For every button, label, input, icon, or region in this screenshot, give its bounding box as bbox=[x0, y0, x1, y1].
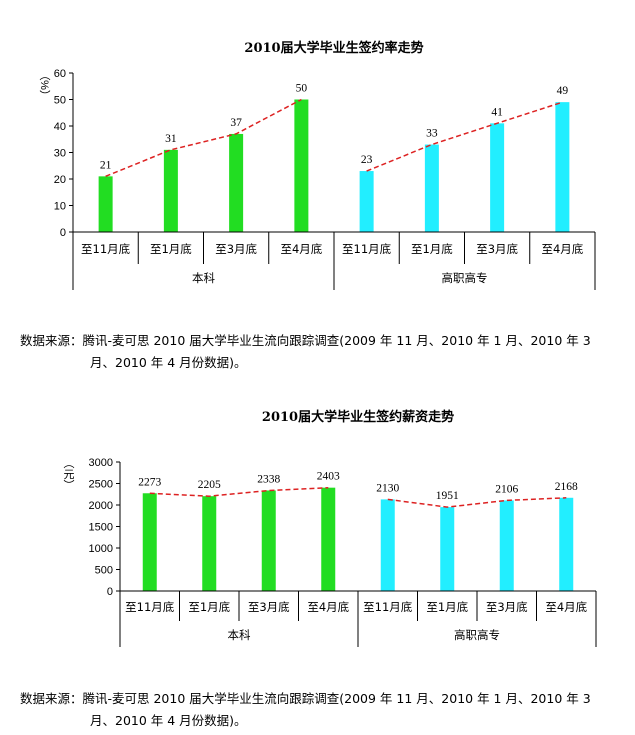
data-label: 2106 bbox=[495, 483, 518, 495]
note-1-line-1: 数据来源：腾讯-麦可思 2010 届大学毕业生流向跟踪调查(2009 年 11 … bbox=[20, 333, 591, 348]
y-tick-label: 0 bbox=[107, 586, 113, 598]
signing-rate-chart: 2010届大学毕业生签约率走势 （%） 0 10 20 30 40 50 60 21 31 37 50 2… bbox=[38, 40, 596, 290]
data-label: 41 bbox=[491, 106, 503, 118]
x-category-label: 至4月底 bbox=[280, 242, 322, 256]
group-label: 高职高专 bbox=[442, 271, 488, 285]
x-category-label: 至4月底 bbox=[541, 242, 583, 256]
data-label: 31 bbox=[165, 133, 177, 145]
x-category-label: 至4月底 bbox=[545, 600, 587, 614]
data-label: 23 bbox=[361, 154, 373, 166]
bar bbox=[98, 176, 113, 232]
bar bbox=[555, 102, 570, 233]
y-axis-unit-label: （%） bbox=[38, 69, 51, 101]
x-category-label: 至3月底 bbox=[215, 242, 257, 256]
data-source-note-1: 数据来源：腾讯-麦可思 2010 届大学毕业生流向跟踪调查(2009 年 11 … bbox=[20, 330, 620, 374]
y-tick-label: 1500 bbox=[89, 522, 113, 534]
data-label: 2168 bbox=[555, 481, 578, 493]
y-tick-label: 10 bbox=[54, 201, 66, 213]
y-tick-label: 60 bbox=[54, 68, 66, 80]
y-tick-label: 30 bbox=[54, 148, 66, 160]
bar bbox=[490, 123, 505, 232]
bar bbox=[359, 171, 374, 232]
bar bbox=[440, 507, 455, 591]
data-source-note-2: 数据来源：腾讯-麦可思 2010 届大学毕业生流向跟踪调查(2009 年 11 … bbox=[20, 688, 620, 732]
y-tick-label: 500 bbox=[95, 565, 113, 577]
data-label: 2205 bbox=[198, 479, 221, 491]
x-category-label: 至3月底 bbox=[486, 600, 528, 614]
bar bbox=[559, 497, 574, 591]
x-category-label: 至4月底 bbox=[307, 600, 349, 614]
bar bbox=[424, 144, 439, 232]
note-2-line-1: 数据来源：腾讯-麦可思 2010 届大学毕业生流向跟踪调查(2009 年 11 … bbox=[20, 691, 591, 706]
data-label: 2273 bbox=[138, 476, 161, 488]
bar bbox=[321, 487, 336, 591]
y-tick-label: 2000 bbox=[89, 500, 113, 512]
note-1-line-2: 月、2010 年 4 月份数据)。 bbox=[90, 355, 247, 370]
trend-line-2 bbox=[387, 497, 567, 508]
note-2-line-2: 月、2010 年 4 月份数据)。 bbox=[90, 713, 247, 728]
y-tick-label: 3000 bbox=[89, 457, 113, 469]
bar bbox=[261, 490, 276, 591]
data-label: 21 bbox=[100, 159, 112, 171]
y-tick-label: 40 bbox=[54, 121, 66, 133]
data-label: 37 bbox=[230, 117, 242, 129]
y-tick-label: 1000 bbox=[89, 543, 113, 555]
trend-line-1 bbox=[105, 98, 302, 177]
data-label: 49 bbox=[557, 85, 569, 97]
bar bbox=[142, 493, 157, 591]
data-label: 2338 bbox=[257, 473, 280, 485]
x-category-label: 至3月底 bbox=[248, 600, 290, 614]
y-tick-label: 0 bbox=[60, 227, 66, 239]
y-tick-label: 50 bbox=[54, 95, 66, 107]
bar bbox=[202, 496, 217, 591]
bar bbox=[499, 500, 514, 591]
x-category-label: 至1月底 bbox=[411, 242, 453, 256]
data-label: 1951 bbox=[436, 490, 459, 502]
x-category-label: 至1月底 bbox=[150, 242, 192, 256]
y-axis-unit-label: （元） bbox=[62, 458, 75, 491]
bar bbox=[294, 99, 309, 232]
data-label: 50 bbox=[296, 83, 308, 95]
data-label: 2130 bbox=[376, 482, 399, 494]
group-label: 本科 bbox=[228, 628, 251, 642]
bar bbox=[380, 499, 395, 591]
y-tick-label: 2500 bbox=[89, 479, 113, 491]
x-category-label: 至1月底 bbox=[188, 600, 230, 614]
x-category-label: 至11月底 bbox=[81, 242, 131, 256]
x-category-label: 至1月底 bbox=[426, 600, 468, 614]
trend-line-1 bbox=[149, 486, 329, 497]
signing-salary-chart: 2010届大学毕业生签约薪资走势 （元） 0 500 1000 1500 2000 2500 3… bbox=[62, 409, 597, 647]
x-category-label: 至11月底 bbox=[342, 242, 392, 256]
trend-line-2 bbox=[366, 101, 563, 172]
group-label: 高职高专 bbox=[454, 628, 500, 642]
x-category-label: 至3月底 bbox=[476, 242, 518, 256]
bar bbox=[229, 133, 244, 232]
bar bbox=[163, 149, 178, 232]
data-label: 2403 bbox=[317, 471, 340, 483]
x-category-label: 至11月底 bbox=[363, 600, 413, 614]
data-label: 33 bbox=[426, 128, 438, 140]
chart-title: 2010届大学毕业生签约率走势 bbox=[244, 40, 423, 56]
y-tick-label: 20 bbox=[54, 174, 66, 186]
group-label: 本科 bbox=[192, 271, 215, 285]
chart-title: 2010届大学毕业生签约薪资走势 bbox=[262, 409, 454, 425]
x-category-label: 至11月底 bbox=[125, 600, 175, 614]
